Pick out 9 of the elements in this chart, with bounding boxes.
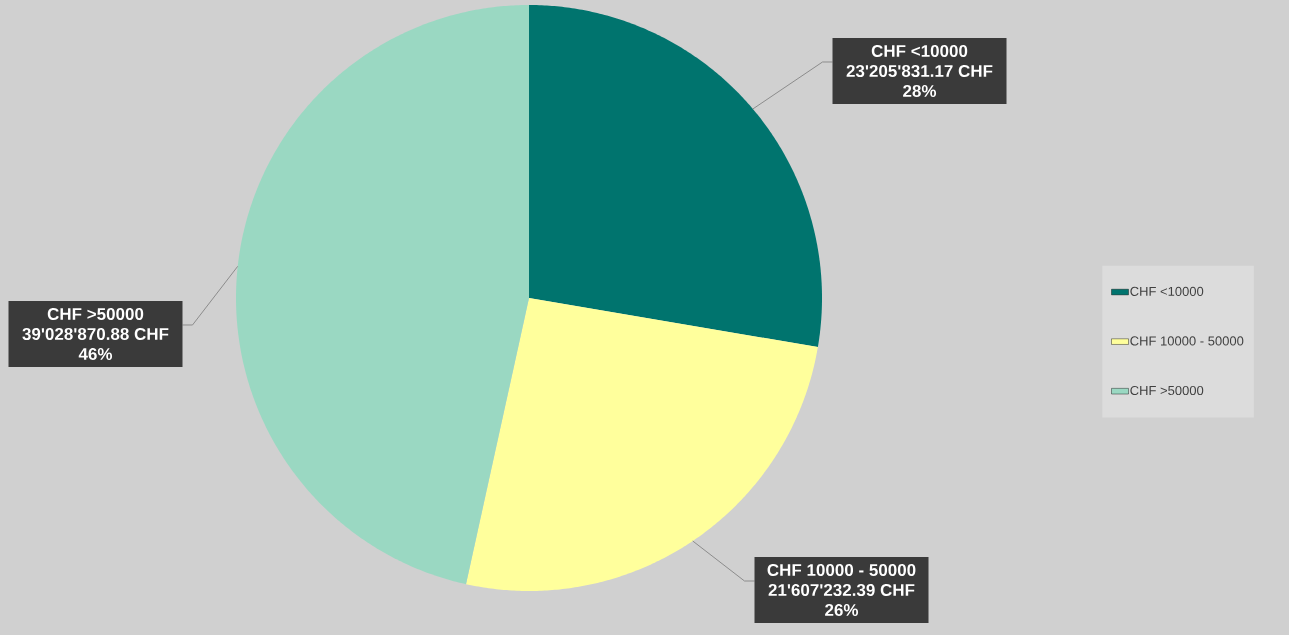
- data-label: 21'607'232.39 CHF 26%: [768, 583, 915, 617]
- slice-label: CHF <10000: [871, 44, 968, 58]
- slice-label: CHF 10000 - 50000: [767, 563, 916, 577]
- legend-label: CHF <10000: [1130, 286, 1204, 296]
- legend-label: CHF 10000 - 50000: [1130, 336, 1244, 346]
- slice-label: CHF >50000: [47, 307, 144, 321]
- data-label: 23'205'831.17 CHF 28%: [846, 64, 993, 98]
- legend-label: CHF >50000: [1130, 385, 1204, 396]
- data-label: 39'028'870.88 CHF 46%: [22, 327, 169, 361]
